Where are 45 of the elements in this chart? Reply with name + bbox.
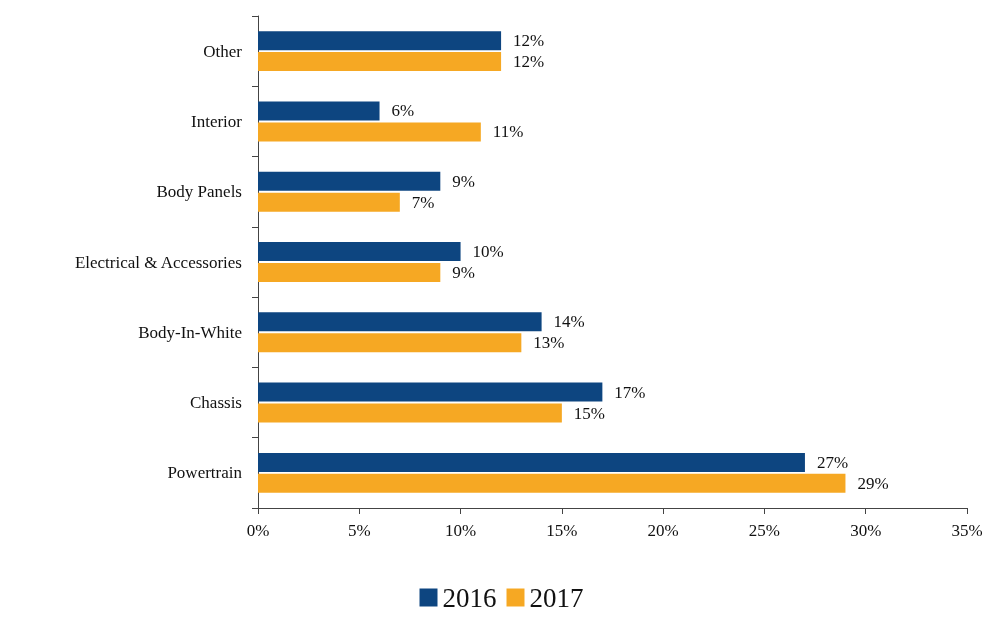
data-label: 13%: [533, 333, 565, 353]
bar: [258, 382, 603, 402]
bar: [258, 52, 502, 72]
x-tick-label: 0%: [246, 521, 270, 540]
bar: [258, 242, 461, 262]
bar: [258, 473, 846, 493]
data-label: 29%: [857, 473, 889, 493]
y-tick-label: Electrical & Accessories: [74, 252, 242, 272]
x-tick-label: 20%: [647, 521, 679, 540]
x-tick-label: 5%: [347, 521, 371, 540]
bar: [258, 31, 502, 51]
x-tick-label: 25%: [748, 521, 781, 540]
x-tick-label: 10%: [444, 521, 477, 540]
y-tick-label: Chassis: [190, 393, 242, 413]
data-label: 12%: [513, 31, 545, 51]
data-label: 10%: [472, 242, 504, 262]
y-tick-label: Body Panels: [156, 182, 242, 202]
data-label: 12%: [513, 52, 545, 72]
y-tick-label: Powertrain: [167, 463, 243, 483]
y-tick-label: Body-In-White: [138, 322, 242, 342]
y-tick-label: Interior: [191, 111, 243, 131]
data-label: 9%: [452, 262, 475, 282]
data-label: 17%: [614, 382, 646, 402]
legend-label: 2017: [529, 582, 584, 613]
bar: [258, 403, 562, 423]
y-tick-label: Other: [203, 41, 243, 61]
data-label: 27%: [816, 452, 849, 472]
bar: [258, 192, 400, 212]
legend-label: 2016: [442, 582, 497, 613]
data-label: 7%: [411, 192, 435, 212]
data-label: 9%: [452, 171, 475, 191]
x-tick-label: 35%: [951, 521, 983, 540]
bar: [258, 452, 805, 472]
bar: [258, 101, 380, 121]
data-label: 14%: [553, 312, 585, 332]
bar: [258, 312, 542, 332]
data-label: 11%: [492, 122, 524, 142]
bar: [258, 262, 441, 282]
x-tick-label: 30%: [850, 521, 882, 540]
bar: [258, 171, 441, 191]
x-tick-label: 15%: [546, 521, 578, 540]
bar: [258, 333, 522, 353]
data-label: 6%: [391, 101, 415, 121]
bar: [258, 122, 481, 142]
data-label: 15%: [573, 403, 606, 423]
